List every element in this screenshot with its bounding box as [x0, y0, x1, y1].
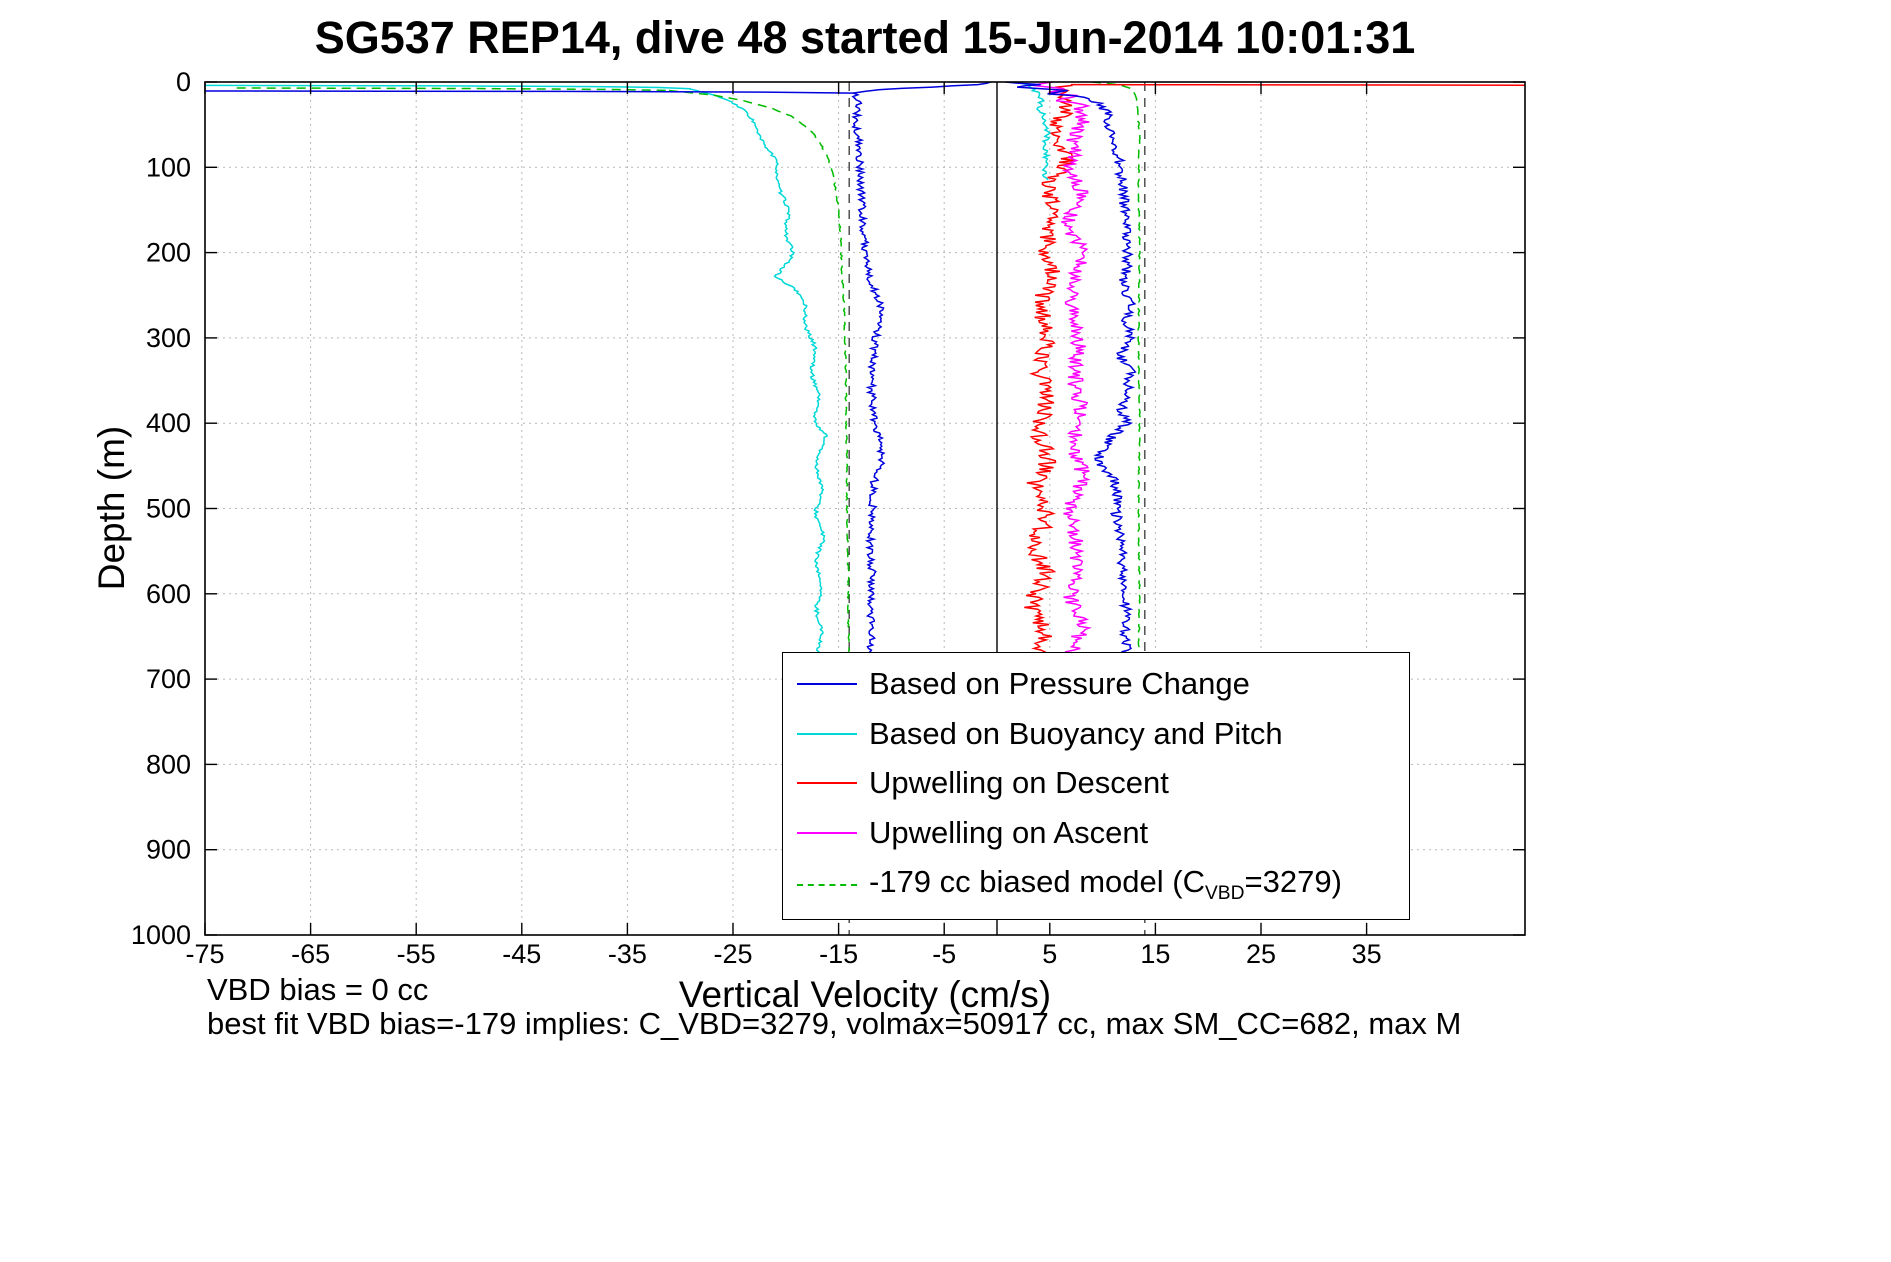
legend-entry-upwelling-ascent: Upwelling on Ascent [797, 815, 1409, 851]
legend-entry-biased-model: -179 cc biased model (CVBD=3279) [797, 864, 1409, 905]
x-tick-label: -75 [185, 939, 224, 969]
legend-line-sample-upwelling-descent [797, 782, 857, 785]
legend: Based on Pressure Change Based on Buoyan… [782, 652, 1410, 920]
legend-label-upwelling-ascent: Upwelling on Ascent [869, 814, 1149, 850]
x-axis-label: Vertical Velocity (cm/s) [678, 974, 1052, 1015]
y-tick-label: 400 [146, 408, 191, 438]
x-tick-label: -35 [608, 939, 647, 969]
series-biased-model [1091, 82, 1141, 661]
series-upwelling-descent [1024, 84, 1074, 661]
y-axis-label: Depth (m) [91, 425, 132, 591]
y-tick-label: 300 [146, 323, 191, 353]
y-tick-label: 1000 [131, 920, 191, 950]
x-tick-label: -25 [713, 939, 752, 969]
series-upwelling-descent [1070, 83, 1525, 86]
legend-label-biased-model: -179 cc biased model (CVBD=3279) [869, 864, 1342, 905]
series-pressure [1005, 82, 1137, 661]
legend-label-buoyancy: Based on Buoyancy and Pitch [869, 715, 1283, 751]
x-tick-label: -55 [397, 939, 436, 969]
y-tick-label: 200 [146, 238, 191, 268]
series-buoyancy [205, 84, 691, 90]
series-biased-model [669, 89, 850, 661]
series-upwelling-ascent [1032, 82, 1092, 662]
legend-line-sample-biased-model [797, 883, 857, 886]
x-tick-label: 5 [1042, 939, 1057, 969]
x-tick-label: -65 [291, 939, 330, 969]
y-tick-label: 600 [146, 579, 191, 609]
legend-entry-buoyancy: Based on Buoyancy and Pitch [797, 716, 1409, 752]
series-pressure [205, 90, 855, 94]
legend-label-upwelling-descent: Upwelling on Descent [869, 765, 1169, 801]
best-fit-footnote: best fit VBD bias=-179 implies: C_VBD=32… [207, 1006, 1462, 1041]
series-buoyancy [1020, 82, 1052, 181]
x-tick-label: -45 [502, 939, 541, 969]
x-tick-label: -15 [819, 939, 858, 969]
y-tick-label: 700 [146, 664, 191, 694]
x-tick-label: 25 [1246, 939, 1276, 969]
series-biased-model [236, 87, 670, 92]
chart-title: SG537 REP14, dive 48 started 15-Jun-2014… [314, 12, 1416, 63]
y-tick-label: 100 [146, 152, 191, 182]
legend-line-sample-upwelling-ascent [797, 831, 857, 834]
x-tick-label: 35 [1352, 939, 1382, 969]
legend-label-pressure: Based on Pressure Change [869, 666, 1250, 702]
y-tick-label: 0 [176, 67, 191, 97]
y-tick-label: 800 [146, 749, 191, 779]
series-pressure [851, 82, 991, 661]
x-tick-label: -5 [932, 939, 956, 969]
x-tick-label: 15 [1140, 939, 1170, 969]
series-buoyancy [689, 88, 829, 661]
y-tick-label: 900 [146, 835, 191, 865]
legend-line-sample-buoyancy [797, 732, 857, 735]
legend-line-sample-pressure [797, 683, 857, 686]
legend-entry-upwelling-descent: Upwelling on Descent [797, 765, 1409, 801]
legend-entry-pressure: Based on Pressure Change [797, 666, 1409, 702]
vbd-bias-footnote: VBD bias = 0 cc [207, 972, 429, 1007]
y-tick-label: 500 [146, 494, 191, 524]
